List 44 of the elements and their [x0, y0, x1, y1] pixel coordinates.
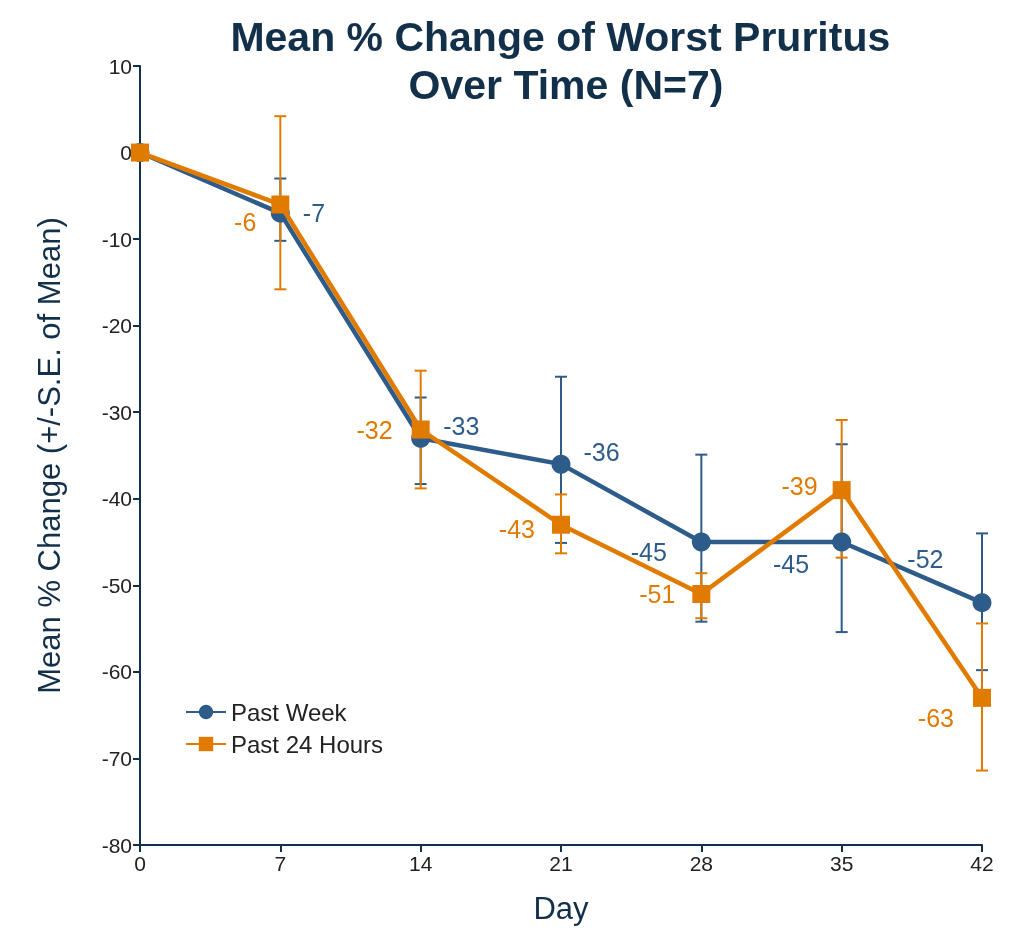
- y-tick-label: -70: [101, 746, 132, 770]
- point: [411, 420, 430, 439]
- x-tick-label: 21: [549, 852, 573, 875]
- data-label: -36: [583, 438, 620, 467]
- y-tick-label: -10: [101, 227, 132, 251]
- data-label: -39: [781, 472, 818, 501]
- point: [832, 481, 851, 500]
- data-label: -6: [234, 208, 257, 237]
- data-label: -45: [773, 550, 810, 579]
- point: [691, 532, 711, 552]
- chart-title: Mean % Change of Worst Pruritus Over Time (N=7): [230, 14, 902, 108]
- y-tick-label: -60: [101, 660, 132, 684]
- data-label: -52: [907, 544, 944, 573]
- y-tick-label: -80: [101, 833, 132, 857]
- data-label: -63: [917, 703, 954, 732]
- data-label: -51: [639, 579, 676, 608]
- point: [271, 195, 290, 214]
- x-tick-label: 0: [134, 852, 146, 875]
- data-label: -33: [443, 412, 480, 441]
- x-tick-label: 35: [829, 852, 854, 875]
- point: [551, 454, 571, 474]
- point: [552, 515, 570, 534]
- data-label: -32: [356, 415, 393, 444]
- x-tick-label: 28: [689, 852, 714, 875]
- y-axis-title: Mean % Change (+/-S.E. of Mean): [32, 217, 67, 694]
- y-tick-label: -20: [101, 314, 132, 338]
- x-axis-title: Day: [533, 891, 590, 926]
- legend-label: Past 24 Hours: [231, 730, 384, 758]
- point: [973, 688, 991, 707]
- y-tick-label: -40: [101, 487, 132, 511]
- x-tick-label: 42: [970, 852, 994, 875]
- y-tick-label: 0: [120, 141, 132, 165]
- data-label: -7: [302, 199, 326, 228]
- x-tick-label: 14: [408, 852, 433, 875]
- point: [972, 593, 992, 613]
- point: [832, 532, 852, 552]
- y-tick-label: -30: [101, 400, 132, 424]
- point: [692, 584, 711, 603]
- data-label: -43: [498, 514, 535, 543]
- x-tick-label: 7: [274, 852, 287, 875]
- legend-label: Past Week: [231, 698, 348, 726]
- y-tick-label: 10: [108, 54, 132, 78]
- data-label: -45: [630, 538, 667, 567]
- y-tick-label: -50: [101, 573, 132, 597]
